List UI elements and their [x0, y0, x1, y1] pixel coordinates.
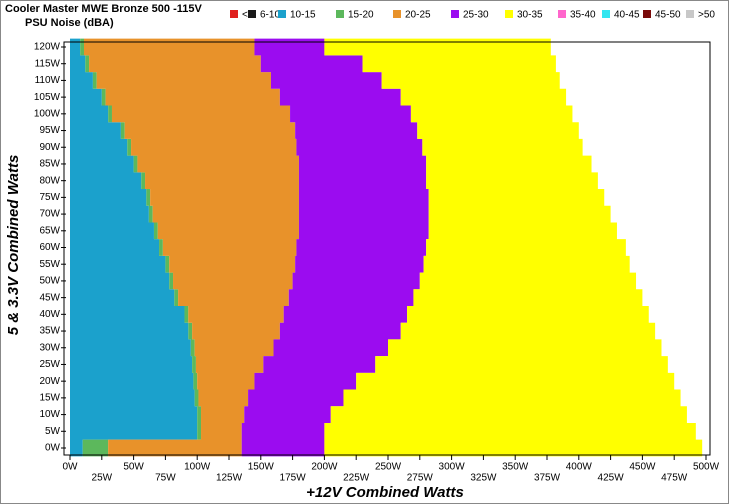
- x-tick-label: 350W: [502, 462, 529, 473]
- x-tick-label: 325W: [470, 473, 497, 484]
- x-tick-label: 25W: [92, 473, 113, 484]
- y-tick-label: 30W: [39, 342, 60, 353]
- y-tick-label: 100W: [34, 108, 61, 119]
- legend-label: <6: [242, 10, 254, 21]
- y-tick-label: 80W: [39, 175, 60, 186]
- x-tick-label: 0W: [63, 462, 79, 473]
- x-tick-label: 500W: [693, 462, 720, 473]
- y-tick-label: 95W: [39, 125, 60, 136]
- y-tick-label: 90W: [39, 142, 60, 153]
- y-tick-label: 60W: [39, 242, 60, 253]
- y-tick-label: 105W: [34, 92, 61, 103]
- legend-swatch: [278, 10, 286, 18]
- legend-label: 15-20: [348, 10, 374, 21]
- x-tick-label: 225W: [343, 473, 370, 484]
- chart-subtitle: PSU Noise (dBA): [25, 17, 114, 29]
- legend-swatch: [686, 10, 694, 18]
- y-tick-label: 45W: [39, 292, 60, 303]
- y-tick-label: 0W: [45, 443, 61, 454]
- noise-region: [83, 38, 299, 457]
- legend-swatch: [248, 10, 256, 18]
- x-tick-label: 425W: [598, 473, 625, 484]
- x-axis-title: +12V Combined Watts: [306, 484, 464, 501]
- x-tick-label: 450W: [629, 462, 656, 473]
- legend-label: 6-10: [260, 10, 280, 21]
- y-tick-label: 50W: [39, 276, 60, 287]
- x-tick-label: 175W: [280, 473, 307, 484]
- y-tick-label: 110W: [35, 75, 61, 86]
- legend-swatch: [451, 10, 459, 18]
- noise-region: [324, 38, 703, 457]
- y-tick-label: 75W: [39, 192, 60, 203]
- noise-region: [241, 38, 429, 457]
- legend-label: 45-50: [655, 10, 681, 21]
- x-tick-label: 150W: [248, 462, 275, 473]
- legend-label: 35-40: [570, 10, 596, 21]
- legend-label: 30-35: [517, 10, 543, 21]
- legend-label: 25-30: [463, 10, 489, 21]
- x-tick-label: 275W: [407, 473, 434, 484]
- y-tick-label: 25W: [39, 359, 60, 370]
- noise-region: [70, 38, 198, 457]
- plot-border: [63, 41, 711, 456]
- x-tick-label: 75W: [155, 473, 176, 484]
- legend-label: 20-25: [405, 10, 431, 21]
- y-tick-label: 70W: [39, 209, 60, 220]
- legend-label: 10-15: [290, 10, 316, 21]
- x-tick-label: 400W: [566, 462, 593, 473]
- y-tick-label: 115W: [35, 58, 61, 69]
- y-tick-label: 15W: [39, 393, 60, 404]
- legend-swatch: [602, 10, 610, 18]
- x-tick-label: 375W: [534, 473, 561, 484]
- plot-area: [70, 38, 703, 457]
- y-tick-label: 120W: [34, 42, 61, 53]
- legend-swatch: [393, 10, 401, 18]
- x-tick-label: 125W: [216, 473, 243, 484]
- y-tick-label: 85W: [39, 159, 60, 170]
- y-tick-label: 65W: [39, 225, 60, 236]
- legend-label: >50: [698, 10, 715, 21]
- y-axis-title: 5 & 3.3V Combined Watts: [5, 155, 22, 336]
- legend-swatch: [558, 10, 566, 18]
- x-tick-label: 100W: [184, 462, 211, 473]
- y-tick-label: 20W: [39, 376, 60, 387]
- legend-label: 40-45: [614, 10, 640, 21]
- x-tick-label: 50W: [123, 462, 144, 473]
- y-tick-label: 55W: [39, 259, 60, 270]
- legend-swatch: [230, 10, 238, 18]
- chart-title: Cooler Master MWE Bronze 500 -115V: [5, 3, 203, 15]
- legend-swatch: [643, 10, 651, 18]
- legend-swatch: [336, 10, 344, 18]
- y-tick-label: 35W: [39, 326, 60, 337]
- y-tick-label: 5W: [45, 426, 61, 437]
- x-tick-label: 200W: [311, 462, 338, 473]
- x-tick-label: 250W: [375, 462, 402, 473]
- x-tick-label: 300W: [439, 462, 466, 473]
- legend-swatch: [505, 10, 513, 18]
- x-tick-label: 475W: [661, 473, 688, 484]
- y-tick-label: 10W: [39, 409, 60, 420]
- y-tick-label: 40W: [39, 309, 60, 320]
